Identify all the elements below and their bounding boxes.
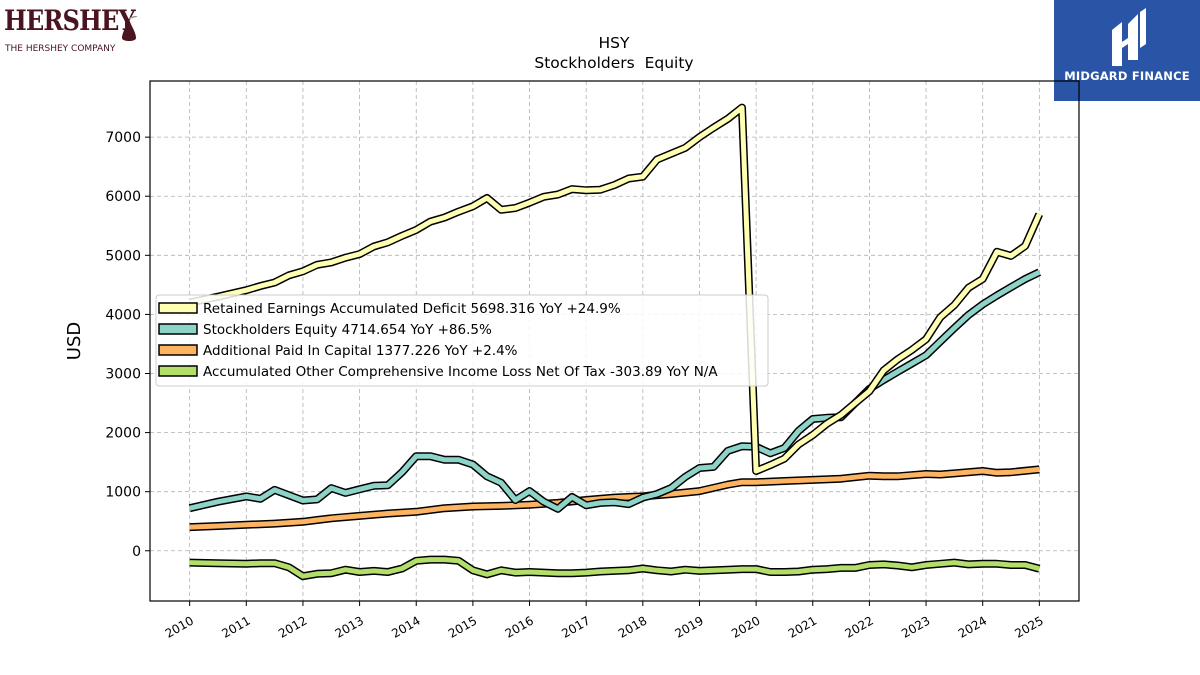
legend: Retained Earnings Accumulated Deficit 56… <box>155 294 769 387</box>
legend-swatch <box>158 365 198 377</box>
series-line <box>189 557 1040 579</box>
legend-entry-label: Accumulated Other Comprehensive Income L… <box>203 364 718 380</box>
x-tick-label: 2025 <box>1012 613 1045 640</box>
x-tick-label: 2016 <box>503 613 536 640</box>
series-1 <box>188 103 1043 475</box>
plot-frame <box>149 80 1080 602</box>
x-tick-label: 2022 <box>842 613 875 640</box>
midgard-emblem-icon <box>1112 8 1146 66</box>
y-tick-label: 0 <box>132 544 141 560</box>
y-tick-label: 2000 <box>105 426 141 442</box>
series-line <box>189 105 1042 474</box>
midgard-logo-text: MIDGARD FINANCE <box>1064 69 1190 83</box>
chart-title: HSY <box>599 34 630 52</box>
y-axis-label: USD <box>64 322 85 360</box>
x-tick-label: 2013 <box>333 613 366 640</box>
x-tick-label: 2021 <box>786 613 819 640</box>
series-4 <box>189 555 1041 581</box>
y-tick-label: 4000 <box>105 307 141 323</box>
chart-subtitle: Stockholders Equity <box>534 54 693 72</box>
series-lines <box>188 103 1043 581</box>
x-tick-label: 2015 <box>446 613 479 640</box>
x-tick-label: 2020 <box>729 613 762 640</box>
x-tick-label: 2019 <box>673 613 706 640</box>
series-line <box>189 269 1041 512</box>
x-tick-label: 2010 <box>163 613 196 640</box>
hershey-logo: HERSHEY THE HERSHEY COMPANY <box>4 4 144 56</box>
series-line-outline <box>188 103 1043 475</box>
legend-entry-label: Retained Earnings Accumulated Deficit 56… <box>203 301 621 317</box>
legend-swatch <box>158 302 198 314</box>
chocolate-kiss-icon <box>122 16 138 41</box>
series-2 <box>188 268 1042 513</box>
x-tick-label: 2011 <box>219 613 252 640</box>
y-tick-label: 5000 <box>105 248 141 264</box>
legend-entry-label: Stockholders Equity 4714.654 YoY +86.5% <box>203 322 492 338</box>
y-tick-label: 3000 <box>105 367 141 383</box>
y-tick-label: 1000 <box>105 485 141 501</box>
legend-box <box>155 294 769 387</box>
x-tick-label: 2018 <box>616 613 649 640</box>
hershey-logo-wordmark: HERSHEY <box>4 4 136 37</box>
midgard-finance-logo: MIDGARD FINANCE <box>1054 0 1200 101</box>
legend-swatch <box>158 344 198 356</box>
y-tick-label: 7000 <box>105 130 141 146</box>
x-tick-label: 2014 <box>389 613 422 640</box>
legend-swatch <box>158 323 198 335</box>
legend-entry-label: Additional Paid In Capital 1377.226 YoY … <box>203 343 518 359</box>
x-tick-label: 2024 <box>956 613 989 640</box>
y-tick-label: 6000 <box>105 189 141 205</box>
x-tick-label: 2017 <box>559 613 592 640</box>
hershey-logo-subtitle: THE HERSHEY COMPANY <box>5 44 116 54</box>
x-tick-label: 2012 <box>276 613 309 640</box>
x-tick-label: 2023 <box>899 613 932 640</box>
